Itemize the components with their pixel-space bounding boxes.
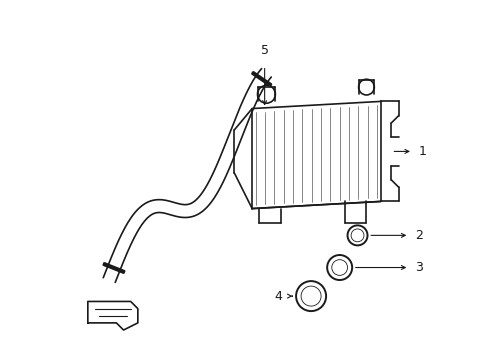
Text: 3: 3: [415, 261, 422, 274]
Text: 4: 4: [274, 289, 283, 303]
Text: 2: 2: [415, 229, 422, 242]
Text: 5: 5: [261, 44, 269, 57]
Text: 1: 1: [418, 145, 426, 158]
